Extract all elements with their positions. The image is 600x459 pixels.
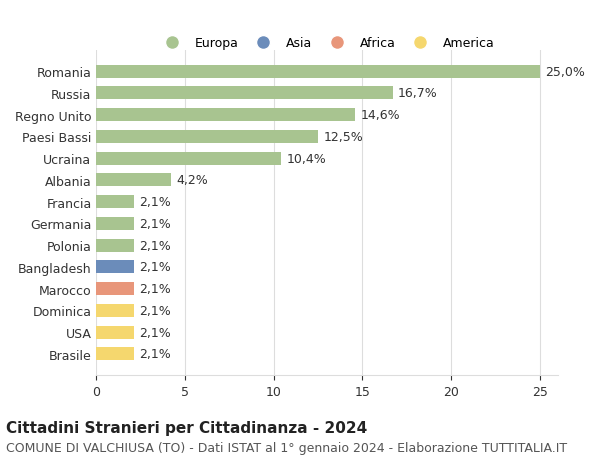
Text: 2,1%: 2,1%	[139, 196, 170, 209]
Bar	[97, 347, 134, 361]
Bar	[97, 196, 134, 209]
Text: 16,7%: 16,7%	[398, 87, 438, 100]
Text: 2,1%: 2,1%	[139, 239, 170, 252]
Bar	[97, 174, 171, 187]
Text: 2,1%: 2,1%	[139, 218, 170, 230]
Text: 2,1%: 2,1%	[139, 283, 170, 296]
Text: 2,1%: 2,1%	[139, 261, 170, 274]
Text: 4,2%: 4,2%	[176, 174, 208, 187]
Bar	[97, 239, 134, 252]
Text: 2,1%: 2,1%	[139, 304, 170, 317]
Text: 25,0%: 25,0%	[545, 66, 585, 78]
Text: 2,1%: 2,1%	[139, 326, 170, 339]
Bar	[97, 261, 134, 274]
Bar	[97, 152, 281, 165]
Bar	[97, 304, 134, 317]
Bar	[97, 66, 540, 78]
Text: COMUNE DI VALCHIUSA (TO) - Dati ISTAT al 1° gennaio 2024 - Elaborazione TUTTITAL: COMUNE DI VALCHIUSA (TO) - Dati ISTAT al…	[6, 441, 567, 453]
Bar	[97, 87, 392, 100]
Legend: Europa, Asia, Africa, America: Europa, Asia, Africa, America	[153, 31, 501, 56]
Bar	[97, 326, 134, 339]
Text: 14,6%: 14,6%	[361, 109, 400, 122]
Text: 12,5%: 12,5%	[323, 131, 363, 144]
Text: Cittadini Stranieri per Cittadinanza - 2024: Cittadini Stranieri per Cittadinanza - 2…	[6, 420, 367, 435]
Bar	[97, 131, 318, 144]
Bar	[97, 109, 355, 122]
Bar	[97, 218, 134, 230]
Bar	[97, 283, 134, 296]
Text: 10,4%: 10,4%	[286, 152, 326, 165]
Text: 2,1%: 2,1%	[139, 348, 170, 361]
